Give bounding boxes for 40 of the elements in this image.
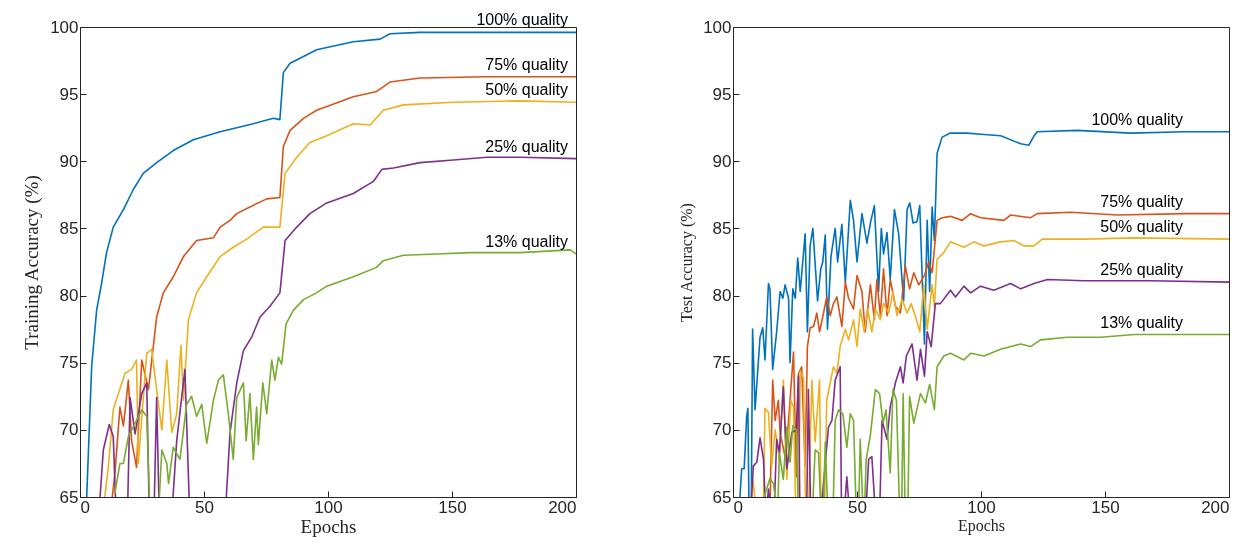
y-tick-label: 80 (712, 286, 732, 306)
series-label: 13% quality (485, 232, 568, 250)
y-tick-label: 90 (59, 151, 79, 171)
y-tick-label: 70 (59, 420, 79, 440)
x-tick-label: 150 (1091, 497, 1120, 517)
y-axis-title: Test Accuracy (%) (678, 203, 697, 322)
y-tick-label: 75 (59, 353, 79, 373)
x-tick-label: 200 (1201, 497, 1230, 517)
y-axis-title: Training Accuracy (%) (21, 175, 44, 350)
y-tick-label: 90 (712, 151, 732, 171)
series-label: 50% quality (485, 81, 568, 99)
x-tick-label: 100 (314, 497, 343, 517)
y-tick-label: 70 (712, 420, 732, 440)
y-tick-label: 85 (712, 218, 732, 238)
series-label: 100% quality (1091, 110, 1183, 128)
x-tick-label: 150 (438, 497, 467, 517)
x-tick-label: 100 (967, 497, 996, 517)
y-tick-label: 80 (59, 286, 79, 306)
y-tick-label: 100 (703, 17, 732, 37)
y-tick-label: 95 (712, 84, 732, 104)
series-label: 50% quality (1100, 218, 1183, 236)
x-tick-label: 200 (548, 497, 577, 517)
x-tick-label: 0 (80, 497, 90, 517)
series-label: 25% quality (1100, 261, 1183, 279)
y-tick-label: 65 (712, 487, 732, 507)
series-label: 100% quality (476, 11, 568, 29)
y-tick-label: 65 (59, 487, 79, 507)
series-label: 75% quality (1100, 192, 1183, 210)
x-tick-label: 0 (733, 497, 743, 517)
y-tick-label: 85 (59, 218, 79, 238)
series-label: 75% quality (485, 55, 568, 73)
x-tick-label: 50 (195, 497, 214, 517)
y-tick-label: 100 (50, 17, 79, 37)
y-tick-label: 95 (59, 84, 79, 104)
series-label: 25% quality (485, 137, 568, 155)
x-axis-title: Epochs (957, 516, 1006, 535)
y-tick-label: 75 (712, 353, 732, 373)
series-label: 13% quality (1100, 313, 1183, 331)
x-tick-label: 50 (848, 497, 867, 517)
x-axis-title: Epochs (300, 515, 357, 537)
